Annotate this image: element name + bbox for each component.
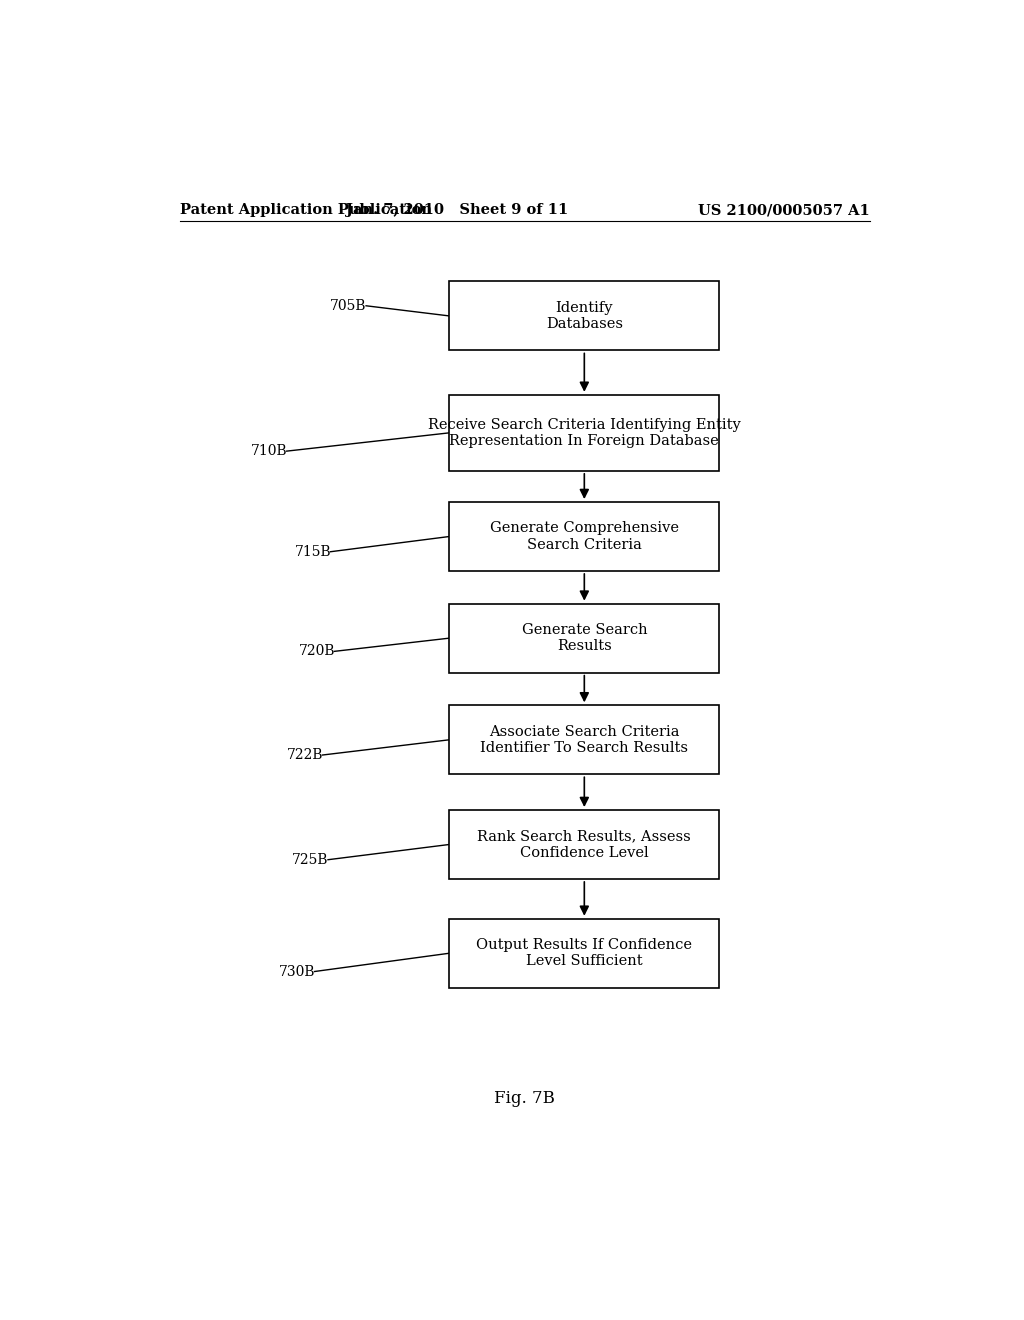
Text: 730B: 730B	[279, 965, 315, 978]
Text: Generate Search
Results: Generate Search Results	[521, 623, 647, 653]
Text: Output Results If Confidence
Level Sufficient: Output Results If Confidence Level Suffi…	[476, 939, 692, 969]
Text: Patent Application Publication: Patent Application Publication	[179, 203, 431, 216]
FancyBboxPatch shape	[450, 502, 719, 572]
Text: Jan. 7, 2010   Sheet 9 of 11: Jan. 7, 2010 Sheet 9 of 11	[346, 203, 568, 216]
FancyBboxPatch shape	[450, 919, 719, 987]
Text: 725B: 725B	[292, 853, 329, 867]
Text: 710B: 710B	[251, 444, 288, 458]
Text: Rank Search Results, Assess
Confidence Level: Rank Search Results, Assess Confidence L…	[477, 829, 691, 859]
Text: 720B: 720B	[299, 644, 335, 659]
FancyBboxPatch shape	[450, 395, 719, 471]
Text: Receive Search Criteria Identifying Entity
Representation In Foreign Database: Receive Search Criteria Identifying Enti…	[428, 417, 740, 447]
FancyBboxPatch shape	[450, 810, 719, 879]
Text: 722B: 722B	[287, 748, 324, 762]
Text: Associate Search Criteria
Identifier To Search Results: Associate Search Criteria Identifier To …	[480, 725, 688, 755]
FancyBboxPatch shape	[450, 705, 719, 775]
Text: Fig. 7B: Fig. 7B	[495, 1090, 555, 1107]
Text: 715B: 715B	[295, 545, 332, 558]
FancyBboxPatch shape	[450, 603, 719, 673]
Text: Identify
Databases: Identify Databases	[546, 301, 623, 331]
FancyBboxPatch shape	[450, 281, 719, 351]
Text: Generate Comprehensive
Search Criteria: Generate Comprehensive Search Criteria	[489, 521, 679, 552]
Text: 705B: 705B	[331, 298, 367, 313]
Text: US 2100/0005057 A1: US 2100/0005057 A1	[698, 203, 870, 216]
